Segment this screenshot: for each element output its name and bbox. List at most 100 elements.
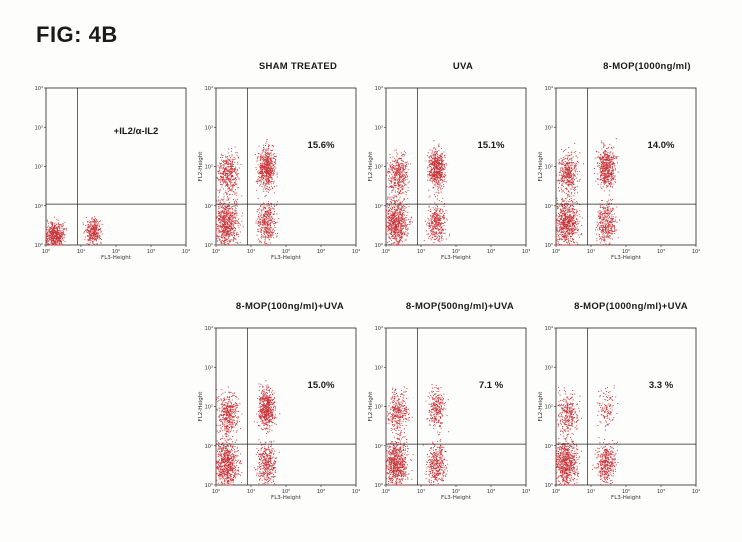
- cell-event: [269, 229, 271, 231]
- cell-event: [89, 233, 91, 235]
- cell-event: [91, 235, 93, 237]
- cell-event: [97, 228, 99, 231]
- cell-event: [264, 175, 266, 177]
- cell-event: [398, 182, 400, 184]
- cell-event: [221, 205, 223, 207]
- cell-event: [226, 199, 228, 201]
- cell-event: [407, 187, 409, 189]
- cell-event: [231, 181, 233, 183]
- cell-event: [393, 207, 395, 209]
- cell-event: [235, 210, 237, 212]
- cell-event: [429, 208, 432, 210]
- cell-event: [409, 223, 411, 225]
- cell-event: [48, 238, 50, 240]
- cell-event: [265, 150, 267, 152]
- cell-event: [259, 231, 262, 233]
- cell-event: [430, 214, 432, 216]
- cell-event: [433, 153, 435, 155]
- cell-event: [392, 224, 394, 226]
- cell-event: [237, 173, 239, 175]
- cell-event: [443, 160, 445, 162]
- cell-event: [402, 212, 404, 214]
- cell-event: [440, 175, 442, 177]
- cell-event: [61, 226, 63, 228]
- cell-event: [225, 156, 227, 158]
- cell-event: [59, 229, 61, 231]
- cell-event: [265, 187, 267, 189]
- cell-event: [230, 215, 233, 218]
- cell-event: [224, 172, 226, 174]
- cell-event: [258, 215, 260, 217]
- cell-event: [223, 198, 225, 200]
- cell-event: [404, 233, 406, 235]
- cell-event: [264, 185, 266, 187]
- cell-event: [261, 165, 263, 167]
- cell-event: [436, 176, 438, 178]
- cell-event: [49, 237, 51, 239]
- cell-event: [233, 205, 235, 207]
- cell-event: [438, 228, 440, 230]
- cell-event: [435, 191, 437, 193]
- cell-event: [393, 167, 395, 169]
- cell-event: [224, 238, 226, 240]
- cell-event: [237, 221, 239, 223]
- x-tick-label: 10¹: [417, 249, 425, 255]
- cell-event: [231, 165, 233, 167]
- cell-event: [386, 174, 388, 176]
- cell-event: [398, 183, 400, 185]
- cell-event: [92, 241, 94, 243]
- cell-event: [263, 223, 265, 225]
- cell-event: [237, 242, 239, 245]
- cell-event: [402, 217, 404, 219]
- cell-event: [443, 165, 445, 167]
- cell-event: [266, 230, 268, 232]
- cell-event: [219, 231, 221, 233]
- cell-event: [388, 236, 390, 238]
- cell-event: [225, 215, 228, 217]
- cell-event: [436, 221, 438, 223]
- cell-event: [66, 228, 68, 230]
- cell-event: [216, 200, 218, 202]
- cell-event: [258, 153, 260, 155]
- cell-event: [272, 234, 274, 236]
- cell-event: [387, 213, 389, 215]
- cell-event: [266, 225, 268, 227]
- cell-event: [56, 239, 58, 241]
- cell-event: [390, 233, 392, 235]
- cell-event: [442, 163, 444, 165]
- cell-event: [231, 210, 233, 212]
- cell-event: [387, 241, 389, 244]
- cell-event: [90, 236, 92, 238]
- cell-event: [439, 154, 441, 156]
- cell-event: [225, 205, 227, 207]
- cell-event: [273, 223, 275, 225]
- cell-event: [270, 214, 272, 216]
- cell-event: [222, 231, 224, 233]
- cell-event: [441, 179, 443, 181]
- cell-event: [57, 229, 59, 231]
- cell-event: [270, 172, 272, 174]
- cell-event: [56, 240, 58, 242]
- cell-event: [273, 152, 275, 155]
- cell-event: [272, 168, 274, 171]
- cell-event: [259, 180, 261, 182]
- cell-event: [398, 173, 400, 175]
- cell-event: [216, 234, 218, 236]
- cell-event: [257, 225, 260, 227]
- cell-event: [258, 222, 260, 224]
- cell-event: [65, 229, 67, 231]
- cell-event: [220, 202, 223, 204]
- cell-event: [227, 215, 229, 217]
- cell-event: [220, 243, 222, 245]
- cell-event: [218, 200, 220, 202]
- cell-event: [402, 209, 404, 211]
- cell-event: [236, 154, 238, 156]
- cell-event: [269, 161, 271, 163]
- cell-event: [234, 227, 236, 229]
- cell-event: [388, 193, 390, 195]
- cell-event: [219, 226, 221, 228]
- cell-event: [262, 216, 265, 218]
- cell-event: [259, 156, 262, 158]
- cell-event: [90, 233, 92, 235]
- cell-event: [435, 211, 437, 213]
